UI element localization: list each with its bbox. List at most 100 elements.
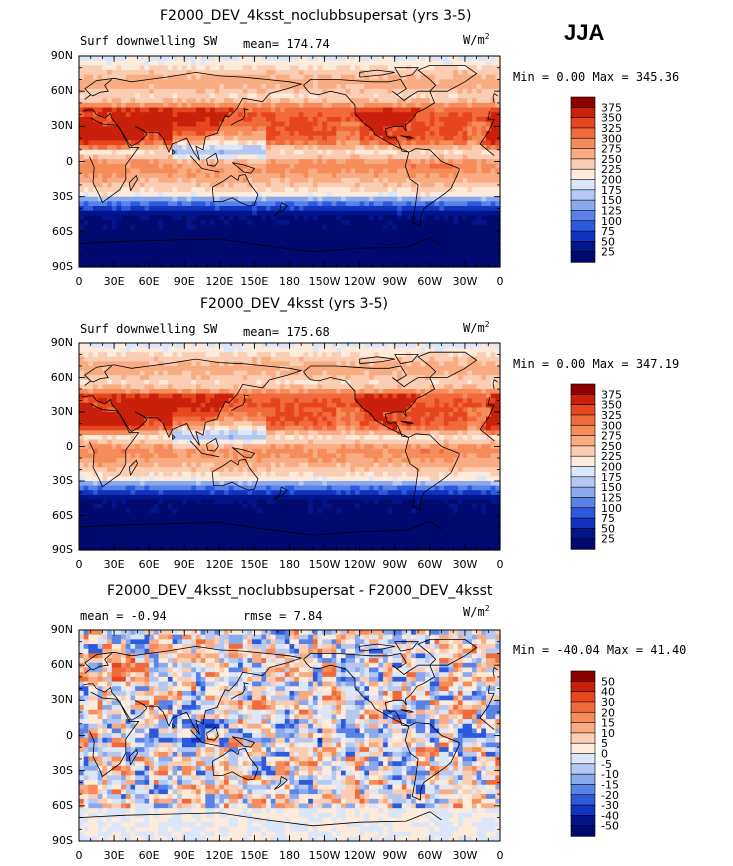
map-cell — [167, 112, 174, 118]
map-cell — [401, 163, 408, 170]
map-cell — [350, 163, 356, 170]
map-cell — [425, 126, 431, 132]
map-cell — [158, 361, 164, 367]
map-cell — [420, 347, 426, 353]
map-cell — [130, 352, 136, 358]
map-cell — [181, 74, 188, 81]
map-cell — [177, 79, 183, 85]
map-cell — [392, 201, 398, 207]
map-cell — [303, 375, 309, 381]
map-cell — [195, 196, 202, 202]
map-cell — [135, 191, 141, 198]
map-cell — [214, 65, 220, 71]
map-cell — [392, 224, 398, 231]
map-cell — [462, 361, 468, 367]
map-cell — [200, 177, 206, 184]
colorbar-swatch — [570, 96, 596, 109]
map-cell — [312, 347, 319, 353]
map-cell — [214, 163, 220, 170]
map-cell — [266, 252, 272, 259]
map-cell — [209, 56, 216, 62]
map-cell — [490, 102, 496, 109]
map-cell — [280, 163, 286, 170]
map-cell — [364, 121, 370, 127]
map-cell — [495, 220, 501, 226]
map-cell — [102, 173, 108, 179]
map-cell — [354, 159, 361, 165]
map-cell — [369, 116, 375, 123]
map-cell — [481, 140, 487, 146]
map-cell — [471, 187, 478, 193]
map-cell — [167, 229, 174, 235]
map-cell — [308, 140, 314, 146]
map-cell — [383, 173, 389, 179]
map-cell — [163, 356, 169, 362]
map-cell — [490, 168, 496, 174]
map-cell — [149, 234, 155, 240]
map-cell — [336, 252, 342, 259]
map-cell — [448, 238, 454, 245]
map-cell — [130, 173, 136, 179]
map-cell — [453, 196, 459, 202]
map-cell — [289, 234, 295, 240]
map-cell — [116, 116, 122, 123]
map-cell — [79, 116, 85, 123]
map-cell — [247, 356, 253, 362]
map-cell — [195, 224, 202, 231]
map-cell — [443, 262, 450, 268]
map-cell — [233, 149, 239, 156]
map-cell — [453, 257, 459, 263]
map-cell — [158, 98, 164, 104]
map-cell — [289, 196, 295, 202]
map-cell — [378, 140, 384, 146]
map-cell — [298, 88, 305, 95]
map-cell — [350, 206, 356, 212]
map-cell — [284, 229, 291, 235]
map-cell — [467, 238, 473, 245]
map-cell — [457, 126, 464, 132]
map-cell — [195, 252, 202, 259]
map-cell — [350, 361, 356, 367]
map-cell — [228, 361, 234, 367]
map-cell — [125, 177, 132, 184]
map-cell — [242, 173, 248, 179]
map-cell — [186, 187, 192, 193]
map-cell — [397, 116, 403, 123]
map-cell — [294, 79, 300, 85]
map-cell — [420, 121, 426, 127]
map-cell — [97, 210, 103, 217]
map-cell — [125, 79, 132, 85]
map-cell — [485, 361, 492, 367]
map-cell — [144, 361, 150, 367]
map-cell — [102, 262, 108, 268]
map-cell — [195, 121, 202, 127]
map-cell — [247, 126, 253, 132]
map-cell — [298, 149, 305, 156]
map-cell — [144, 220, 150, 226]
map-cell — [336, 131, 342, 137]
panel1-colorbar: 3753503253002752502252001751501251007550… — [570, 96, 622, 263]
map-cell — [224, 107, 230, 113]
map-cell — [317, 361, 323, 367]
map-cell — [322, 252, 328, 259]
map-cell — [373, 145, 379, 151]
map-cell — [485, 98, 492, 104]
map-cell — [448, 234, 454, 240]
map-cell — [280, 220, 286, 226]
map-cell — [139, 74, 146, 81]
map-cell — [270, 121, 277, 127]
map-cell — [495, 262, 501, 268]
map-cell — [420, 135, 426, 141]
map-cell — [284, 196, 291, 202]
map-cell — [294, 84, 300, 90]
map-cell — [256, 126, 263, 132]
map-cell — [228, 131, 234, 137]
map-cell — [359, 215, 365, 221]
map-cell — [261, 347, 267, 353]
map-cell — [373, 98, 379, 104]
map-cell — [111, 112, 118, 118]
map-cell — [467, 145, 473, 151]
map-cell — [364, 347, 370, 353]
map-cell — [467, 187, 473, 193]
map-cell — [289, 361, 295, 367]
